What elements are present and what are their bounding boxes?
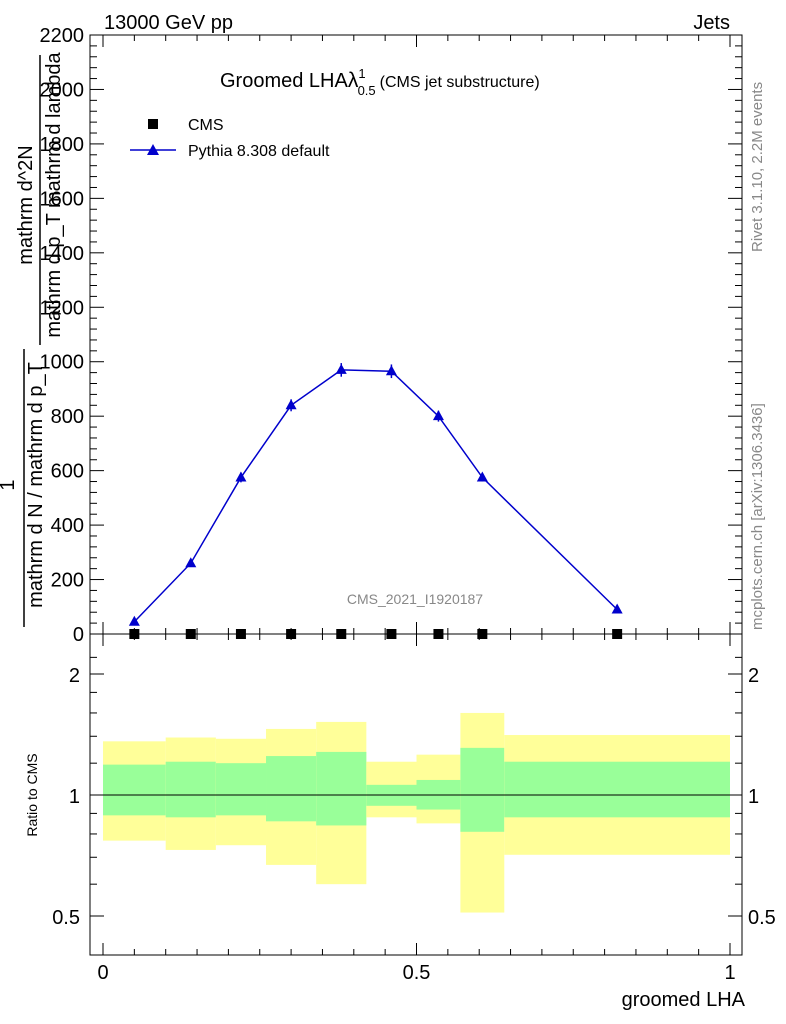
x-tick-label: 0.5 bbox=[403, 962, 431, 984]
y-tick-label: 1000 bbox=[40, 352, 85, 374]
ratio-axes: 0.5 0.5 1 1 2 2 0 0.5 1 bbox=[52, 634, 776, 984]
data-point-pythia bbox=[128, 615, 140, 626]
legend-label-pythia: Pythia 8.308 default bbox=[188, 143, 330, 160]
legend-marker-cms bbox=[148, 119, 158, 129]
analysis-watermark: CMS_2021_I1920187 bbox=[347, 591, 483, 607]
y-tick-label: 2000 bbox=[40, 79, 85, 101]
process-label: Jets bbox=[693, 12, 730, 34]
ylabel-denominator-2: mathrm d p_T mathrm d lambda bbox=[43, 51, 65, 337]
plot-title-text: Groomed LHA bbox=[220, 70, 348, 92]
y-tick-label: 1400 bbox=[40, 243, 85, 265]
ratio-y-tick-label-right: 2 bbox=[748, 665, 759, 687]
data-point-pythia bbox=[185, 557, 197, 568]
data-point-pythia bbox=[476, 471, 488, 482]
y-tick-label: 600 bbox=[51, 461, 84, 483]
ylabel-numerator-1: 1 bbox=[0, 479, 19, 490]
data-point-pythia bbox=[385, 365, 397, 376]
main-y-axis-label: mathrm d^2N mathrm d p_T mathrm d lambda… bbox=[0, 51, 65, 627]
plot-subtitle: (CMS jet substructure) bbox=[380, 74, 540, 91]
data-point-pythia bbox=[335, 363, 347, 374]
data-point-pythia bbox=[611, 603, 623, 614]
plot-title-subscript: 0.5 bbox=[358, 83, 376, 98]
ylabel-numerator-2: mathrm d^2N bbox=[15, 145, 37, 264]
legend-marker-pythia bbox=[147, 144, 159, 155]
ratio-y-tick-label-right: 0.5 bbox=[748, 907, 776, 929]
y-tick-label: 800 bbox=[51, 406, 84, 428]
uncertainty-band-inner bbox=[103, 764, 166, 816]
mcplots-label: mcplots.cern.ch [arXiv:1306.3436] bbox=[749, 403, 766, 630]
legend-label-cms: CMS bbox=[188, 117, 224, 134]
ratio-y-tick-label-right: 1 bbox=[748, 786, 759, 808]
rivet-version-label: Rivet 3.1.10, 2.2M events bbox=[749, 82, 766, 252]
series-line-pythia bbox=[133, 369, 618, 623]
uncertainty-band-inner bbox=[316, 751, 367, 826]
plot-title-superscript: 1 bbox=[358, 66, 365, 81]
main-plot-panel: 0 200 400 600 800 1000 1200 1400 1600 1800 2000 220… bbox=[40, 25, 743, 646]
plot-title: Groomed LHAλ1 0.5 (CMS jet substructure) bbox=[220, 66, 540, 98]
energy-label: 13000 GeV pp bbox=[104, 12, 233, 34]
uncertainty-band-inner bbox=[165, 761, 216, 818]
main-y-axis: 0 200 400 600 800 1000 1200 1400 1600 1800 2000 220… bbox=[40, 25, 742, 646]
ratio-y-tick-label: 0.5 bbox=[52, 907, 80, 929]
ratio-y-tick-label: 1 bbox=[69, 786, 80, 808]
y-tick-label: 1800 bbox=[40, 134, 85, 156]
data-point-pythia bbox=[285, 399, 297, 410]
plot-title-symbol: λ bbox=[348, 69, 359, 92]
uncertainty-band-inner bbox=[504, 761, 730, 818]
x-axis-label: groomed LHA bbox=[622, 989, 746, 1011]
y-tick-label: 1200 bbox=[40, 297, 85, 319]
uncertainty-band-inner bbox=[215, 763, 267, 816]
data-point-pythia bbox=[235, 471, 247, 482]
ylabel-denominator-1: mathrm d N / mathrm d p_T bbox=[25, 362, 47, 608]
ratio-y-tick-label: 2 bbox=[69, 665, 80, 687]
uncertainty-band-inner bbox=[460, 747, 505, 832]
legend: CMS Pythia 8.308 default bbox=[130, 117, 330, 160]
x-tick-label: 1 bbox=[724, 962, 735, 984]
y-tick-label: 1600 bbox=[40, 188, 85, 210]
ratio-plot-panel: 0.5 0.5 1 1 2 2 0 0.5 1 bbox=[52, 633, 776, 984]
y-tick-label: 200 bbox=[51, 570, 84, 592]
data-point-pythia bbox=[432, 410, 444, 421]
y-tick-label: 400 bbox=[51, 515, 84, 537]
ratio-y-axis-label: Ratio to CMS bbox=[24, 753, 40, 836]
x-tick-label: 0 bbox=[97, 962, 108, 984]
y-tick-label: 0 bbox=[73, 624, 84, 646]
y-tick-label: 2200 bbox=[40, 25, 85, 47]
uncertainty-band-inner bbox=[266, 756, 317, 822]
